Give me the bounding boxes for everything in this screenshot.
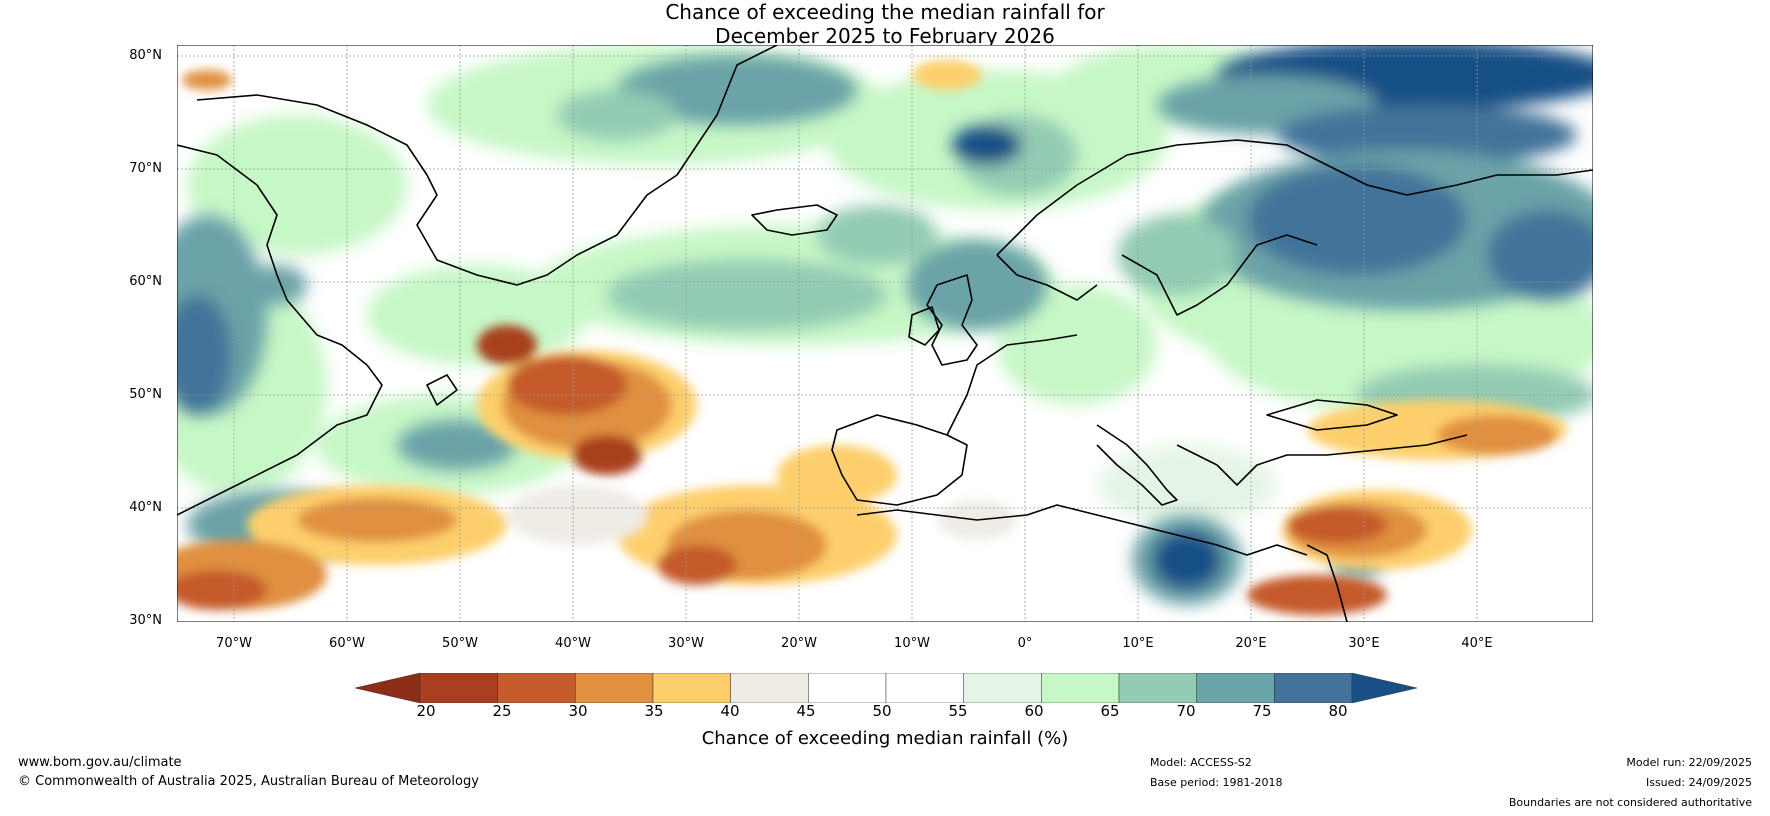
graticule [177,45,1593,622]
colorbar-segment-60-65 [1041,673,1120,703]
model-name: Model: ACCESS-S2 [1150,756,1252,769]
colorbar-tick-30: 30 [568,702,588,720]
title-line-1: Chance of exceeding the median rainfall … [665,0,1105,24]
lat-label-30n: 30°N [129,613,162,628]
colorbar-label: Chance of exceeding median rainfall (%) [701,728,1069,749]
iberia-coast [831,414,968,506]
coastlines [177,45,1593,622]
lat-label-60n: 60°N [129,274,162,289]
british-isles [926,274,978,366]
lat-label-50n: 50°N [129,387,162,402]
colorbar [355,673,1417,703]
website-link[interactable]: www.bom.gov.au/climate [18,755,182,770]
lon-label-70w: 70°W [216,636,252,651]
model-run-date: Model run: 22/09/2025 [1626,756,1752,769]
map-title: Chance of exceeding the median rainfall … [0,0,1770,48]
colorbar-tick-60: 60 [1024,702,1044,720]
ireland [908,306,940,346]
colorbar-tick-50: 50 [872,702,892,720]
title-line-2: December 2025 to February 2026 [715,24,1055,48]
base-period: Base period: 1981-2018 [1150,776,1283,789]
colorbar-tick-20: 20 [416,702,436,720]
norway-south [996,254,1098,301]
issued-date: Issued: 24/09/2025 [1645,776,1752,789]
colorbar-tick-35: 35 [644,702,664,720]
canada-coast [177,144,383,516]
copyright-text: © Commonwealth of Australia 2025, Austra… [18,774,479,789]
colorbar-extend-low [355,673,421,703]
colorbar-segment-70-75 [1196,673,1275,703]
lon-label-10w: 10°W [894,636,930,651]
black-sea [1266,399,1398,431]
colorbar-tick-40: 40 [720,702,740,720]
balkans-turkey [1176,434,1468,486]
lon-label-30e: 30°E [1348,636,1380,651]
colorbar-segment-40-45 [730,673,809,703]
iceland-coast [751,204,838,236]
italy-coast [1096,424,1178,506]
colorbar-segment-55-60 [963,673,1042,703]
colorbar-tick-80: 80 [1328,702,1348,720]
lon-label-10e: 10°E [1122,636,1154,651]
colorbar-tick-70: 70 [1176,702,1196,720]
lon-label-40w: 40°W [555,636,591,651]
rainfall-probability-map [177,45,1593,622]
baltic-coast [1121,234,1318,316]
boundary-disclaimer: Boundaries are not considered authoritat… [1508,796,1752,809]
greenland-coast [196,45,778,286]
colorbar-segment-25-30 [497,673,576,703]
lon-label-0: 0° [1017,636,1033,651]
lon-label-20w: 20°W [781,636,817,651]
lat-label-40n: 40°N [129,500,162,515]
colorbar-tick-75: 75 [1252,702,1272,720]
colorbar-segment-45-50 [808,673,887,703]
north-africa-coast [856,504,1308,556]
lat-label-70n: 70°N [129,161,162,176]
colorbar-tick-45: 45 [796,702,816,720]
colorbar-segment-30-35 [575,673,654,703]
colorbar-extend-high [1351,673,1417,703]
colorbar-tick-65: 65 [1100,702,1120,720]
levant-coast [1306,544,1348,622]
newfoundland-coast [426,374,458,406]
colorbar-segment-50-55 [885,673,964,703]
lon-label-60w: 60°W [329,636,365,651]
rainfall-field-dry [177,60,1567,615]
colorbar-segment-75-80 [1274,673,1353,703]
colorbar-tick-55: 55 [948,702,968,720]
lat-label-80n: 80°N [129,48,162,63]
lon-label-40e: 40°E [1461,636,1493,651]
lon-label-50w: 50°W [442,636,478,651]
colorbar-segment-65-70 [1118,673,1197,703]
france-coast [946,334,1078,436]
scandinavia-coast [996,139,1593,256]
lon-label-30w: 30°W [668,636,704,651]
colorbar-tick-25: 25 [492,702,512,720]
lon-label-20e: 20°E [1235,636,1267,651]
colorbar-segment-20-25 [419,673,498,703]
rainfall-field-wet [177,45,1593,605]
colorbar-segment-35-40 [652,673,731,703]
